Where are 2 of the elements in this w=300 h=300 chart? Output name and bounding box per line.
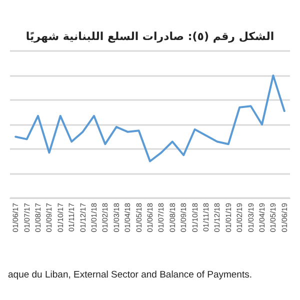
chart-title: الشكل رقم (٥): صادرات السلع اللبنانية شهريًا [26, 30, 274, 43]
text: aque du Liban, External Sector and Balance of Payments. [8, 270, 252, 280]
